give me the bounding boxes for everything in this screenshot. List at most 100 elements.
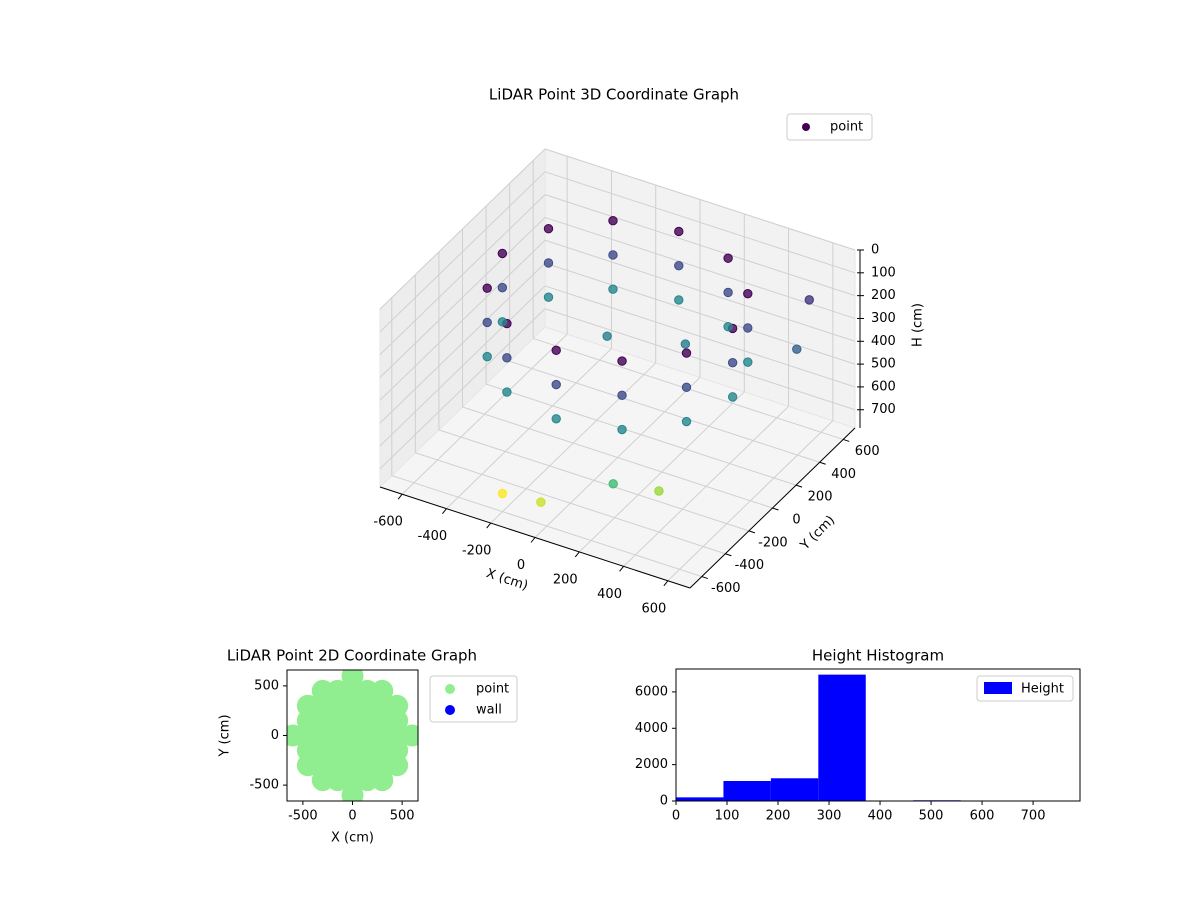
point: [674, 295, 684, 305]
legend-label: wall: [476, 703, 502, 718]
grid-line: [544, 239, 856, 342]
point: [681, 416, 692, 427]
tick-mark: [530, 537, 536, 543]
bar: [770, 778, 819, 801]
point: [723, 253, 733, 263]
point: [482, 283, 492, 293]
x-tick-label: 700: [1021, 809, 1046, 824]
x-tick-label: 500: [390, 809, 415, 824]
y-tick-label: -500: [249, 778, 279, 793]
point: [727, 392, 738, 402]
x-tick-label: -600: [373, 515, 403, 530]
grid-line: [544, 194, 856, 297]
point: [727, 357, 738, 368]
point: [743, 357, 753, 367]
x-tick-label: 500: [919, 809, 944, 824]
y-tick-label: -200: [758, 535, 788, 550]
x-tick-label: -400: [418, 529, 448, 544]
z-tick-label: 0: [871, 243, 879, 258]
y-tick-label: -600: [711, 581, 741, 596]
legend-marker: [445, 684, 455, 694]
chart-title: LiDAR Point 2D Coordinate Graph: [227, 647, 477, 665]
y-tick-label: 2000: [635, 757, 668, 772]
point: [551, 379, 561, 390]
grid-line: [379, 148, 546, 310]
grid-line: [544, 148, 856, 251]
point: [608, 216, 618, 226]
point: [386, 694, 409, 717]
y-tick-label: 400: [831, 467, 856, 482]
grid-line: [379, 171, 546, 333]
point: [401, 724, 418, 747]
grid-line: [379, 262, 546, 424]
point: [608, 284, 618, 294]
tick-mark: [748, 530, 756, 534]
y-tick-label: 600: [855, 444, 880, 459]
tick-mark: [843, 438, 850, 442]
point: [680, 339, 691, 349]
bar: [676, 797, 724, 801]
y-tick-label: 6000: [635, 684, 668, 699]
point: [341, 670, 364, 687]
point: [743, 288, 753, 299]
z-axis-label: H (cm): [911, 303, 926, 347]
point: [674, 226, 684, 237]
x-tick-label: 400: [868, 809, 893, 824]
x-tick-label: 200: [553, 572, 578, 587]
legend-patch: [984, 682, 1012, 694]
x-tick-label: 300: [817, 809, 842, 824]
point: [608, 479, 618, 489]
point: [482, 317, 492, 328]
grid-line: [544, 285, 856, 388]
point: [543, 258, 554, 268]
grid-line: [379, 217, 546, 378]
point: [681, 348, 692, 358]
x-tick-label: 0: [672, 809, 680, 824]
x-tick-label: 600: [970, 809, 995, 824]
tick-mark: [442, 508, 447, 514]
x-axis: [379, 486, 691, 589]
point: [654, 486, 664, 496]
x-axis-label: X (cm): [331, 831, 374, 846]
x-tick-label: 0: [348, 809, 356, 824]
tick-mark: [819, 461, 826, 465]
point: [482, 351, 492, 362]
z-tick-label: 100: [871, 265, 896, 280]
tick-mark: [574, 551, 580, 558]
z-tick-label: 300: [871, 311, 896, 326]
tick-mark: [725, 553, 732, 557]
bar: [723, 781, 771, 801]
grid-line: [379, 194, 546, 355]
grid-line: [485, 383, 797, 486]
y-axis-label: Y (cm): [797, 513, 838, 554]
point: [674, 261, 684, 271]
tick-mark: [663, 580, 669, 587]
point: [502, 387, 512, 397]
grid-line: [391, 475, 702, 578]
legend-label: point: [476, 682, 509, 697]
point: [617, 356, 627, 366]
grid-line: [379, 308, 546, 470]
x-tick-label: -200: [462, 544, 492, 559]
point: [551, 414, 561, 424]
y-axis: [689, 427, 856, 589]
grid-line: [544, 308, 856, 411]
point: [723, 287, 733, 298]
y-tick-label: 200: [808, 490, 833, 505]
legend-box: [786, 113, 873, 141]
point: [804, 295, 814, 305]
y-tick-label: 4000: [635, 721, 668, 736]
point: [681, 382, 692, 393]
point: [497, 488, 508, 499]
legend-label: point: [830, 120, 863, 135]
point: [543, 292, 554, 302]
legend-box: [429, 675, 518, 723]
x-tick-label: 0: [517, 558, 525, 573]
tick-mark: [619, 566, 624, 572]
x-tick-label: 200: [766, 809, 791, 824]
z-tick-label: 400: [871, 334, 896, 349]
point: [792, 344, 802, 354]
grid-line: [544, 216, 856, 319]
grid-line: [379, 285, 546, 447]
